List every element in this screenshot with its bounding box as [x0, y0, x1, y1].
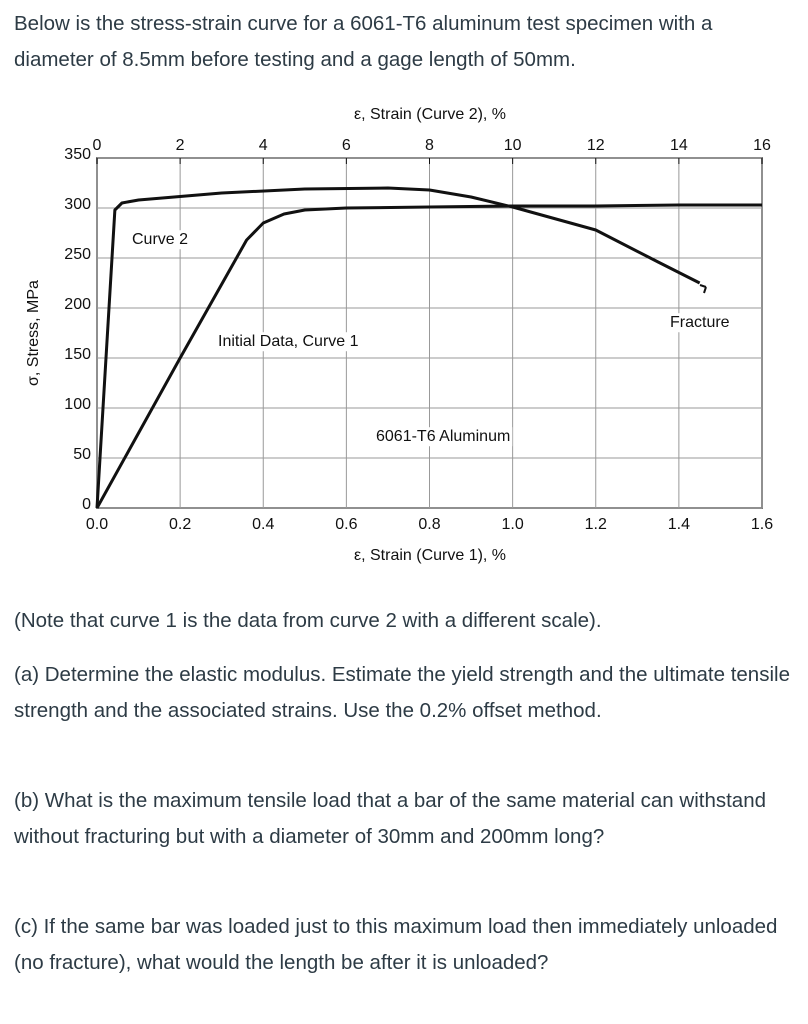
y-tick-label: 350	[64, 146, 91, 163]
annotation: Curve 2	[132, 231, 188, 248]
x-tick-label: 0.8	[418, 516, 440, 533]
fracture-arrow	[699, 284, 707, 294]
annotation: 6061-T6 Aluminum	[376, 428, 510, 445]
x2-tick-label: 8	[425, 137, 434, 154]
x-tick-label: 0.2	[169, 516, 191, 533]
annotation-bg	[668, 313, 732, 333]
x-tick-label: 0.4	[252, 516, 274, 533]
y-axis-label: σ, Stress, MPa	[25, 280, 42, 386]
y-tick-label: 50	[73, 446, 91, 463]
paragraph: (c) If the same bar was loaded just to t…	[14, 915, 778, 974]
x2-axis-label: ε, Strain (Curve 2), %	[354, 106, 506, 123]
x2-tick-label: 4	[259, 137, 268, 154]
y-tick-label: 100	[64, 396, 91, 413]
x2-tick-label: 12	[587, 137, 605, 154]
annotation-bg	[216, 332, 361, 352]
annotation: Initial Data, Curve 1	[218, 333, 359, 350]
x-tick-label: 1.0	[502, 516, 524, 533]
x2-tick-label: 16	[753, 137, 771, 154]
paragraph: (Note that curve 1 is the data from curv…	[14, 609, 602, 632]
x-tick-label: 0.0	[86, 516, 108, 533]
annotation-bg	[130, 230, 191, 250]
annotation-bg	[374, 427, 513, 447]
y-tick-label: 200	[64, 296, 91, 313]
x-tick-label: 1.2	[585, 516, 607, 533]
y-tick-label: 0	[82, 496, 91, 513]
y-tick-label: 150	[64, 346, 91, 363]
x-axis-label: ε, Strain (Curve 1), %	[354, 547, 506, 564]
x2-tick-label: 2	[176, 137, 185, 154]
y-tick-label: 250	[64, 246, 91, 263]
x2-tick-label: 10	[504, 137, 522, 154]
paragraph: (a) Determine the elastic modulus. Estim…	[14, 663, 790, 722]
x-tick-label: 0.6	[335, 516, 357, 533]
paragraph: (b) What is the maximum tensile load tha…	[14, 789, 767, 848]
annotation: Fracture	[670, 314, 730, 331]
x2-tick-label: 0	[93, 137, 102, 154]
x2-tick-label: 14	[670, 137, 688, 154]
curve	[95, 186, 701, 509]
x2-tick-label: 6	[342, 137, 351, 154]
x-tick-label: 1.6	[751, 516, 773, 533]
chart: ε, Strain (Curve 2), % ε, Strain (Curve …	[25, 106, 773, 564]
intro: Below is the stress-strain curve for a 6…	[14, 12, 713, 71]
x-tick-label: 1.4	[668, 516, 690, 533]
y-tick-label: 300	[64, 196, 91, 213]
curve	[95, 203, 762, 509]
